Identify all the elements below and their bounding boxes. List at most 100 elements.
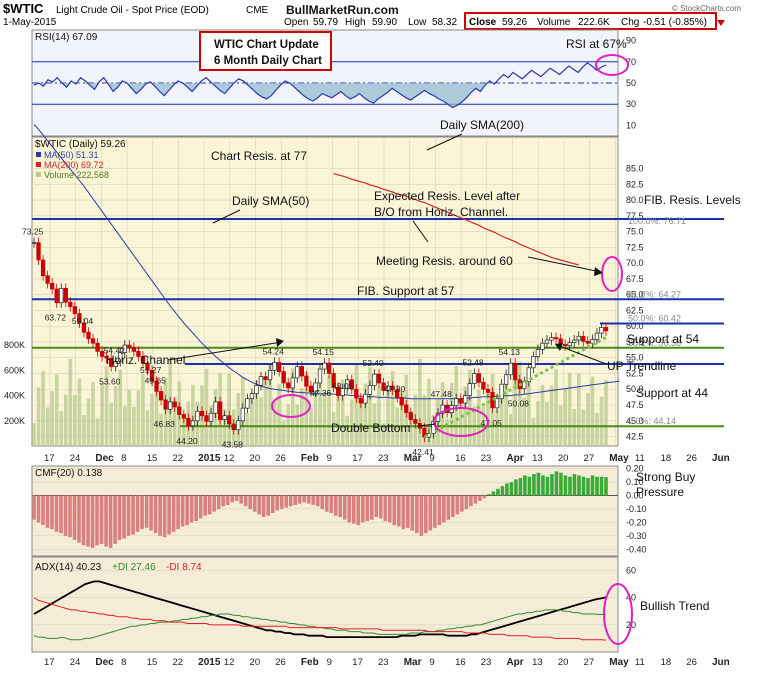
cmf-bar [261, 495, 266, 518]
cmf-bar [203, 495, 207, 516]
price-point-label: 47.05 [481, 418, 503, 428]
price-tick-label: 45.0 [626, 416, 644, 426]
cmf-bar [140, 495, 144, 530]
sma200-note: Daily SMA(200) [440, 118, 524, 132]
cmf-bar [144, 495, 149, 528]
candle-body [118, 352, 123, 362]
cmf-bar [505, 483, 509, 496]
volume-bar [322, 392, 327, 446]
cmf-bar [545, 476, 550, 496]
volume-bar [590, 376, 595, 446]
candle-body [81, 322, 87, 333]
candle-body [481, 381, 486, 390]
x-tick-label-bottom: Apr [506, 657, 523, 668]
volume-bar [390, 371, 395, 446]
volume-bar [59, 410, 64, 446]
candle-body [508, 362, 513, 376]
cmf-bar [275, 495, 280, 511]
candle-body [304, 375, 309, 387]
cmf-bar [311, 495, 316, 505]
candle-body [104, 356, 109, 359]
rsi-tick-label: 30 [626, 99, 636, 109]
cmf-bar [433, 495, 437, 528]
volume-bar [268, 364, 272, 446]
cmf-bar [383, 495, 388, 522]
candle-body [77, 313, 82, 324]
cmf-bar [500, 486, 505, 496]
volume-bar [540, 385, 545, 446]
x-tick-label: 15 [147, 453, 158, 464]
cmf-bar [297, 495, 302, 504]
x-tick-label-bottom: Dec [95, 657, 114, 668]
cmf-bar [568, 476, 572, 496]
price-tick-label: 50.0 [626, 384, 644, 394]
volume-bar [159, 413, 163, 446]
cmf-tick-label: 0.10 [626, 477, 644, 487]
cmf-tick-label: -0.30 [626, 531, 647, 541]
support44-note: Support at 44 [636, 386, 708, 400]
x-tick-label-bottom: 16 [455, 657, 466, 668]
candle-body [131, 347, 137, 352]
cmf-bar [604, 477, 608, 496]
cmf-bar [279, 495, 284, 509]
price-point-label: 47.36 [310, 388, 332, 398]
volume-bar [82, 415, 86, 446]
site-watermark: BullMarketRun.com [286, 3, 399, 17]
high-value: 59.90 [372, 17, 397, 28]
volume-bar [86, 398, 91, 446]
cmf-bar [559, 472, 563, 496]
adx-line [33, 580, 607, 638]
volume-bar [567, 372, 572, 446]
cmf-bar [419, 495, 424, 536]
adx-tick-label: 40 [626, 593, 636, 603]
volume-bar [63, 394, 68, 446]
rsi-panel: 10 30 50 70 90 RSI(14) 67.09 [31, 29, 636, 137]
volume-bar [372, 403, 377, 446]
cmf-bar [563, 475, 568, 496]
cmf-bar [293, 495, 298, 505]
candle-body [585, 340, 590, 344]
cmf-bar [230, 495, 234, 503]
volume-bar [386, 387, 390, 446]
volume-bar [182, 417, 186, 446]
volume-bar [508, 413, 513, 446]
price-point-label: 54.24 [263, 347, 285, 357]
cmf-bar [595, 476, 599, 496]
candle-body [531, 356, 536, 369]
cmf-bar [77, 495, 81, 543]
x-tick-label: 18 [661, 453, 672, 464]
candle-body [149, 369, 155, 382]
price-point-label: 54.42 [104, 345, 126, 355]
candle-body [603, 327, 609, 332]
x-tick-label: 20 [558, 453, 569, 464]
cmf-bar [464, 495, 469, 509]
cmf-bar [72, 495, 77, 540]
volume-bar [304, 371, 309, 446]
candle-body [177, 406, 182, 415]
x-tick-label: 22 [172, 453, 183, 464]
volume-bar [145, 410, 150, 446]
symbol-description: Light Crude Oil - Spot Price (EOD) [56, 5, 209, 16]
x-tick-label-bottom: Feb [301, 657, 319, 668]
cmf-bar [153, 495, 158, 534]
candle-body [594, 332, 600, 340]
x-tick-label: 13 [532, 453, 543, 464]
candle-body [267, 369, 273, 381]
x-tick-label: Jun [712, 453, 730, 464]
volume-bar [581, 409, 586, 446]
cmf-bar [59, 495, 63, 534]
price-tick-label: 62.5 [626, 305, 644, 315]
cmf-title: CMF(20) 0.138 [35, 468, 103, 479]
cmf-bar [581, 476, 586, 496]
sma50-arrow [212, 209, 241, 224]
cmf-bar [365, 495, 370, 522]
cmf-bar [113, 495, 117, 544]
cmf-bar [149, 495, 153, 531]
candle-body [553, 337, 559, 340]
chart-update-box [199, 31, 332, 71]
candle-body [204, 415, 209, 422]
price-point-label: 59.04 [72, 316, 94, 326]
candle-body [331, 373, 336, 388]
